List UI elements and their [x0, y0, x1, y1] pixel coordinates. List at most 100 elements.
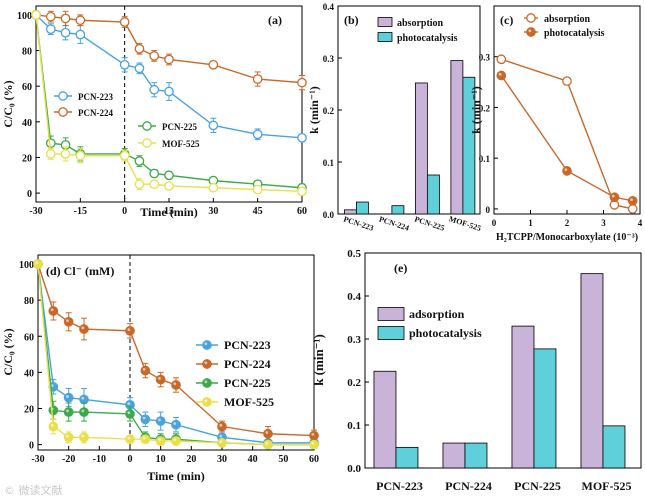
- x-tick-label: 60: [309, 454, 319, 465]
- legend-swatch-adsorption: [377, 307, 405, 321]
- data-point-pcn-224: [63, 316, 74, 327]
- legend-marker-mof-525: [142, 138, 152, 148]
- data-point-pcn-224: [45, 11, 56, 22]
- data-point-pcn-224: [140, 365, 151, 376]
- data-point-photocatalysis: [627, 195, 638, 206]
- data-point-mof-525-shine: [66, 434, 69, 438]
- data-point-pcn-223-shine: [219, 434, 223, 438]
- legend-marker-pcn-223: [58, 91, 68, 101]
- panel-d-ylabel: C/C₀ (%): [1, 328, 15, 375]
- legend-label-pcn-224: PCN-224: [78, 108, 113, 118]
- panel-a: (a) Time (min) C/C₀ (%) -30 -15 0 15 30 45 60 0…: [1, 5, 307, 219]
- data-point-mof-525: [297, 186, 307, 197]
- x-tick-label: -30: [29, 206, 42, 217]
- legend-label-pcn-224: PCN-224: [224, 357, 271, 371]
- data-point-pcn-223: [63, 392, 74, 403]
- data-point-pcn-224: [208, 59, 219, 70]
- category-label-pcn-224: PCN-224: [378, 215, 410, 233]
- y-tick-label: 0.1: [347, 420, 361, 432]
- x-tick-label: -20: [62, 454, 75, 465]
- data-point-photocatalysis: [609, 192, 620, 203]
- panel-d-plot: -30 -20 -10 0 10 20 30 40 50 60 0 20 40 60 80 100 PCN-22…: [19, 255, 319, 465]
- y-tick-label: 0.2: [347, 377, 361, 389]
- category-label-pcn-224: PCN-224: [445, 479, 492, 493]
- panel-a-xlabel: Time (min): [140, 205, 197, 219]
- x-tick-label: 3: [601, 218, 606, 228]
- data-point-mof-525-shine: [81, 434, 85, 438]
- data-point-pcn-225: [79, 407, 89, 417]
- series-line-absorption: [501, 58, 633, 210]
- data-point-pcn-224-shine: [158, 376, 161, 380]
- y-tick-label: 0.4: [323, 2, 335, 12]
- bar-photocatalysis-pcn-225: [426, 174, 440, 215]
- legend-label-pcn-223: PCN-223: [224, 338, 271, 352]
- bar-photocatalysis-pcn-224: [391, 205, 405, 215]
- legend-marker-pcn-225: [142, 121, 152, 131]
- legend-marker-pcn-224: [58, 107, 68, 117]
- data-point-absorption: [627, 204, 638, 214]
- y-tick-label: 0: [486, 205, 491, 215]
- data-point-pcn-223: [79, 394, 89, 405]
- data-point-pcn-224-shine: [142, 367, 146, 371]
- y-tick-label: 60: [24, 332, 34, 343]
- panel-e-label: (e): [394, 261, 407, 275]
- data-point-pcn-224: [263, 428, 273, 439]
- legend-marker-absorption: [526, 13, 536, 23]
- data-point-pcn-223-shine: [127, 402, 131, 406]
- data-point-pcn-225-shine: [81, 409, 85, 413]
- data-point-mof-525: [140, 434, 151, 445]
- data-point-pcn-223: [297, 133, 307, 143]
- data-point-mof-525-shine: [311, 441, 315, 445]
- legend-label-mof-525: MOF-525: [162, 139, 200, 149]
- data-point-pcn-224: [164, 54, 174, 65]
- series-line-mof-525: [35, 14, 303, 193]
- data-point-absorption: [496, 54, 507, 65]
- panel-d-frame: [37, 254, 315, 451]
- category-label-pcn-225: PCN-225: [514, 479, 561, 493]
- panel-b-plot: 0.0 0.1 0.2 0.3 0.4 PCN-223 PCN-224 PCN-225 MOF-…: [323, 2, 483, 233]
- series-line-pcn-223: [37, 263, 314, 444]
- legend-label-absorption: absorption: [544, 14, 591, 25]
- y-tick-label: 0.2: [323, 106, 335, 116]
- data-point-pcn-223: [119, 59, 130, 70]
- panel-a-ylabel: C/C₀ (%): [1, 80, 15, 127]
- panel-d-xlabel: Time (min): [147, 469, 204, 483]
- legend-label-photocatalysis: photocatalysis: [397, 33, 458, 44]
- series-line-pcn-224: [35, 14, 303, 84]
- data-point-mof-525: [217, 437, 227, 448]
- data-point-pcn-224-shine: [219, 423, 223, 427]
- data-point-mof-525-shine: [142, 436, 146, 440]
- x-tick-label: 40: [248, 454, 258, 465]
- data-point-mof-525: [252, 184, 263, 195]
- data-point-pcn-225: [134, 156, 145, 166]
- data-point-pcn-224: [217, 421, 227, 432]
- data-point-mof-525: [149, 179, 160, 190]
- panel-d-label: (d) Cl⁻ (mM): [46, 264, 114, 278]
- data-point-pcn-224: [60, 13, 71, 24]
- data-point-photocatalysis-shine: [630, 198, 633, 202]
- data-point-pcn-224-shine: [173, 382, 177, 386]
- bar-adsorption-pcn-225: [511, 325, 535, 469]
- data-point-mof-525: [60, 149, 71, 159]
- panel-c-xlabel: H₂TCPP/Monocarboxylate (10⁻³): [496, 232, 638, 243]
- y-tick-label: 20: [24, 404, 34, 415]
- data-point-pcn-224: [134, 43, 145, 54]
- x-tick-label: 2: [565, 218, 570, 228]
- category-label-pcn-225: PCN-225: [413, 215, 445, 233]
- x-tick-label: 4: [638, 218, 643, 228]
- bar-photocatalysis-pcn-225: [533, 348, 557, 469]
- watermark: © 微读文献: [4, 484, 63, 497]
- legend-marker-photocatalysis: [526, 27, 536, 37]
- data-point-mof-525: [63, 432, 74, 443]
- data-point-pcn-223: [60, 27, 71, 38]
- data-point-mof-525: [31, 10, 41, 20]
- x-tick-label: -15: [74, 206, 87, 217]
- y-tick-label: 20: [22, 153, 32, 164]
- legend-marker-mof-525: [202, 397, 212, 407]
- panel-e: (e) k (min⁻¹) 0.0 0.1 0.2 0.3 0.4 0.5 PCN-223 P…: [311, 248, 642, 493]
- y-tick-label: 0.5: [347, 248, 361, 260]
- data-point-pcn-224: [75, 15, 86, 26]
- data-point-pcn-224-shine: [81, 326, 85, 330]
